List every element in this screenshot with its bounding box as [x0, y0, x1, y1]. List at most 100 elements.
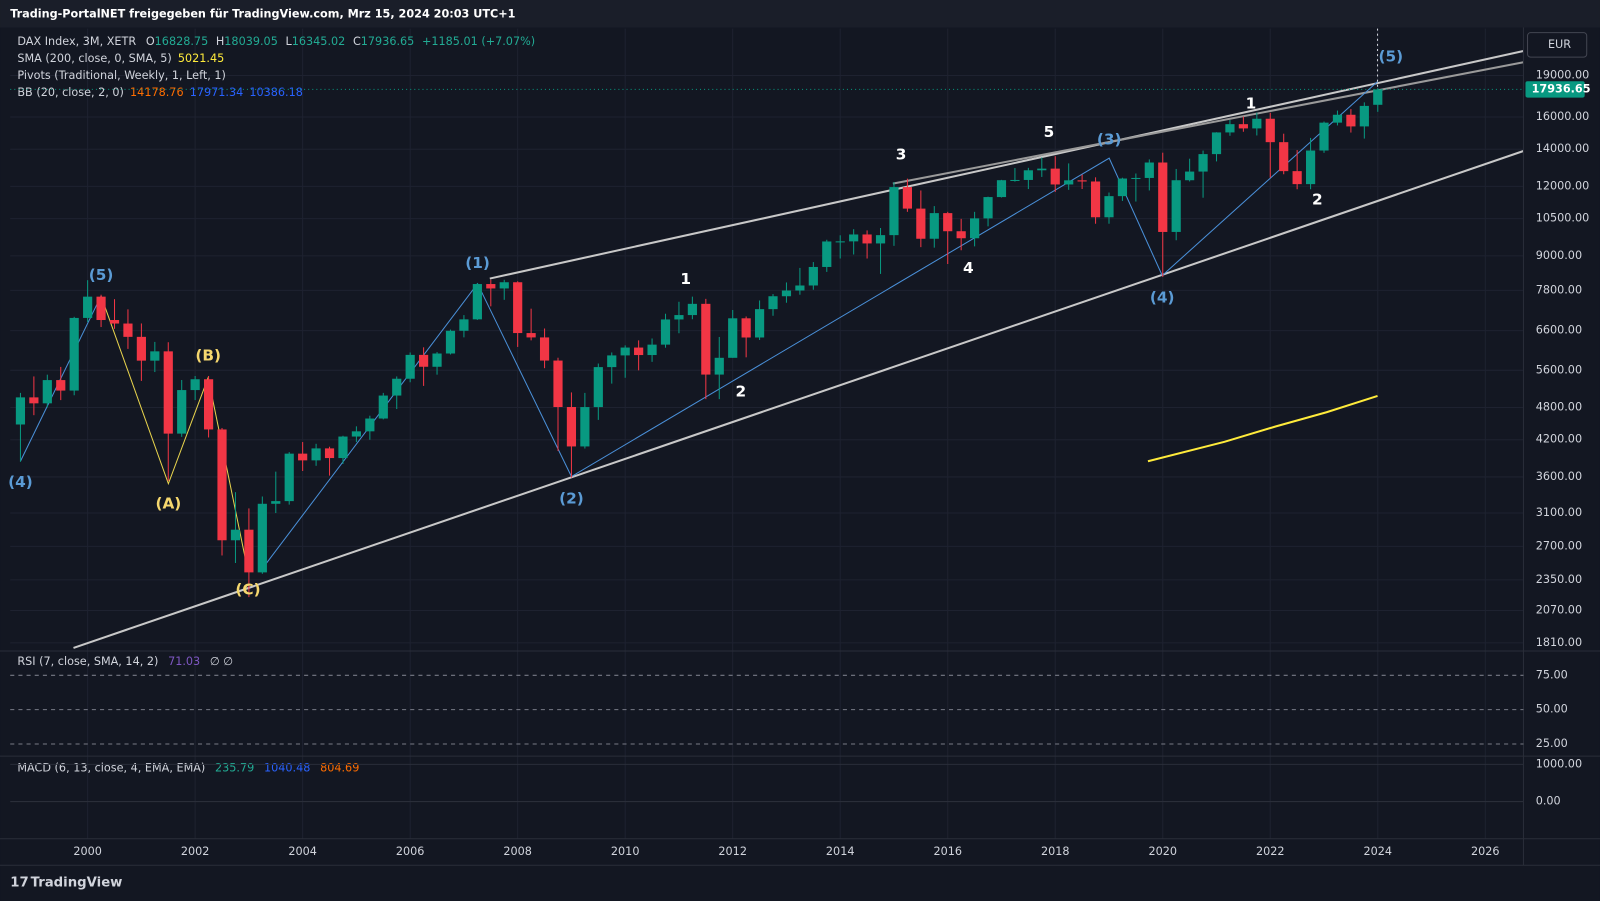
sma-line — [1147, 394, 1378, 463]
candle-body — [1319, 122, 1329, 151]
change: +1185.01 (+7.07%) — [422, 35, 535, 48]
wave-label: (5) — [89, 266, 114, 284]
indicator-value: 10386.18 — [249, 86, 303, 99]
x-tick-label: 2010 — [611, 845, 640, 858]
candle-body — [271, 501, 281, 504]
candle-body — [284, 453, 294, 502]
pane-tick-label: 25.00 — [1536, 737, 1568, 750]
symbol: DAX Index, 3M, XETR — [17, 35, 136, 48]
indicator-legend-line: BB (20, close, 2, 0) 14178.76 17971.34 1038… — [17, 86, 303, 99]
candle-body — [311, 448, 321, 461]
macd-title: MACD (6, 13, close, 4, EMA, EMA) — [17, 761, 205, 774]
wave-label: 1 — [1246, 95, 1257, 113]
ohlc-label: C — [353, 35, 361, 48]
candle-body — [230, 529, 241, 541]
candle-body — [96, 296, 106, 321]
rsi-extra: ∅ ∅ — [210, 655, 233, 668]
candle-body — [674, 315, 684, 320]
candle-body — [1305, 150, 1316, 185]
candle-body — [754, 309, 765, 338]
wave-label: (B) — [195, 347, 221, 365]
wave-label: (C) — [235, 580, 260, 598]
macd-value: 804.69 — [320, 761, 359, 774]
grid — [10, 28, 1524, 839]
pane-tick-label: 0.00 — [1536, 795, 1561, 808]
candle-body — [486, 284, 496, 289]
candle-body — [620, 347, 630, 356]
y-tick-label: 14000.00 — [1536, 142, 1590, 155]
pane-tick-label: 75.00 — [1536, 668, 1568, 681]
y-tick-label: 10500.00 — [1536, 212, 1590, 225]
wave-line — [259, 81, 1378, 572]
candle-body — [150, 351, 160, 361]
y-tick-label: 3600.00 — [1536, 470, 1582, 483]
candle-body — [768, 296, 778, 310]
trendline — [892, 61, 1524, 185]
wave-label: (1) — [465, 254, 490, 272]
y-tick-label: 19000.00 — [1536, 69, 1590, 82]
candle-body — [351, 431, 362, 437]
candle-body — [862, 234, 872, 244]
x-tick-label: 2020 — [1148, 845, 1177, 858]
candle-body — [593, 367, 603, 408]
candle-body — [647, 344, 657, 356]
wave-label: 4 — [963, 259, 974, 277]
x-tick-label: 2012 — [718, 845, 747, 858]
candle-body — [929, 213, 939, 239]
candle-body — [1373, 89, 1383, 105]
candle-body — [83, 296, 93, 318]
candle-body — [1144, 162, 1154, 178]
candle-body — [432, 353, 442, 367]
candle-body — [69, 317, 79, 391]
candle-body — [1131, 177, 1141, 179]
wave-label: (4) — [1150, 288, 1175, 306]
candle-body — [526, 333, 536, 338]
rsi-title: RSI (7, close, SMA, 14, 2) — [17, 655, 158, 668]
currency-button[interactable] — [1527, 32, 1588, 58]
candle-body — [1158, 162, 1168, 232]
wave-label: (2) — [559, 489, 584, 507]
candle-body — [634, 347, 644, 356]
top-bar — [0, 0, 1600, 28]
candle-body — [365, 418, 375, 432]
candle-body — [996, 180, 1007, 198]
wave-line — [100, 295, 249, 572]
candle-body — [1211, 132, 1222, 155]
candle-body — [580, 407, 590, 447]
candle-body — [405, 354, 415, 379]
candle-body — [1198, 154, 1208, 172]
candle-body — [298, 453, 308, 461]
candle-body — [822, 241, 832, 267]
candle-body — [728, 318, 738, 358]
candle-body — [1332, 114, 1343, 123]
candle-body — [849, 234, 859, 242]
x-tick-label: 2016 — [933, 845, 962, 858]
ohlc-value: 18039.05 — [224, 35, 278, 48]
wave-label: (5) — [1378, 48, 1403, 66]
candle-body — [875, 235, 886, 244]
macd-value: 1040.48 — [264, 761, 310, 774]
indicator-value: 17971.34 — [190, 86, 244, 99]
indicator-legend-line: SMA (200, close, 0, SMA, 5) 5021.45 — [17, 52, 224, 65]
candle-body — [943, 213, 953, 232]
candle-body — [607, 355, 617, 368]
candle-body — [1064, 180, 1074, 185]
candle-body — [1117, 178, 1128, 197]
wave-label: 1 — [680, 270, 691, 288]
candle-body — [244, 529, 254, 573]
y-tick-label: 2350.00 — [1536, 573, 1582, 586]
candle-body — [459, 319, 469, 331]
candle-body — [1050, 168, 1060, 185]
ohlc-label: L — [285, 35, 292, 48]
candle-body — [56, 380, 66, 391]
wave-label: 3 — [896, 146, 907, 164]
trendline — [489, 50, 1524, 280]
ohlc-value: 16345.02 — [292, 35, 346, 48]
y-tick-label: 3100.00 — [1536, 506, 1582, 519]
candle-body — [781, 290, 792, 297]
candle-body — [714, 357, 724, 375]
candle-body — [392, 378, 402, 396]
currency[interactable]: EUR — [1548, 38, 1571, 51]
indicator-legend: SMA (200, close, 0, SMA, 5) 5021.45 Pivots… — [17, 52, 303, 99]
